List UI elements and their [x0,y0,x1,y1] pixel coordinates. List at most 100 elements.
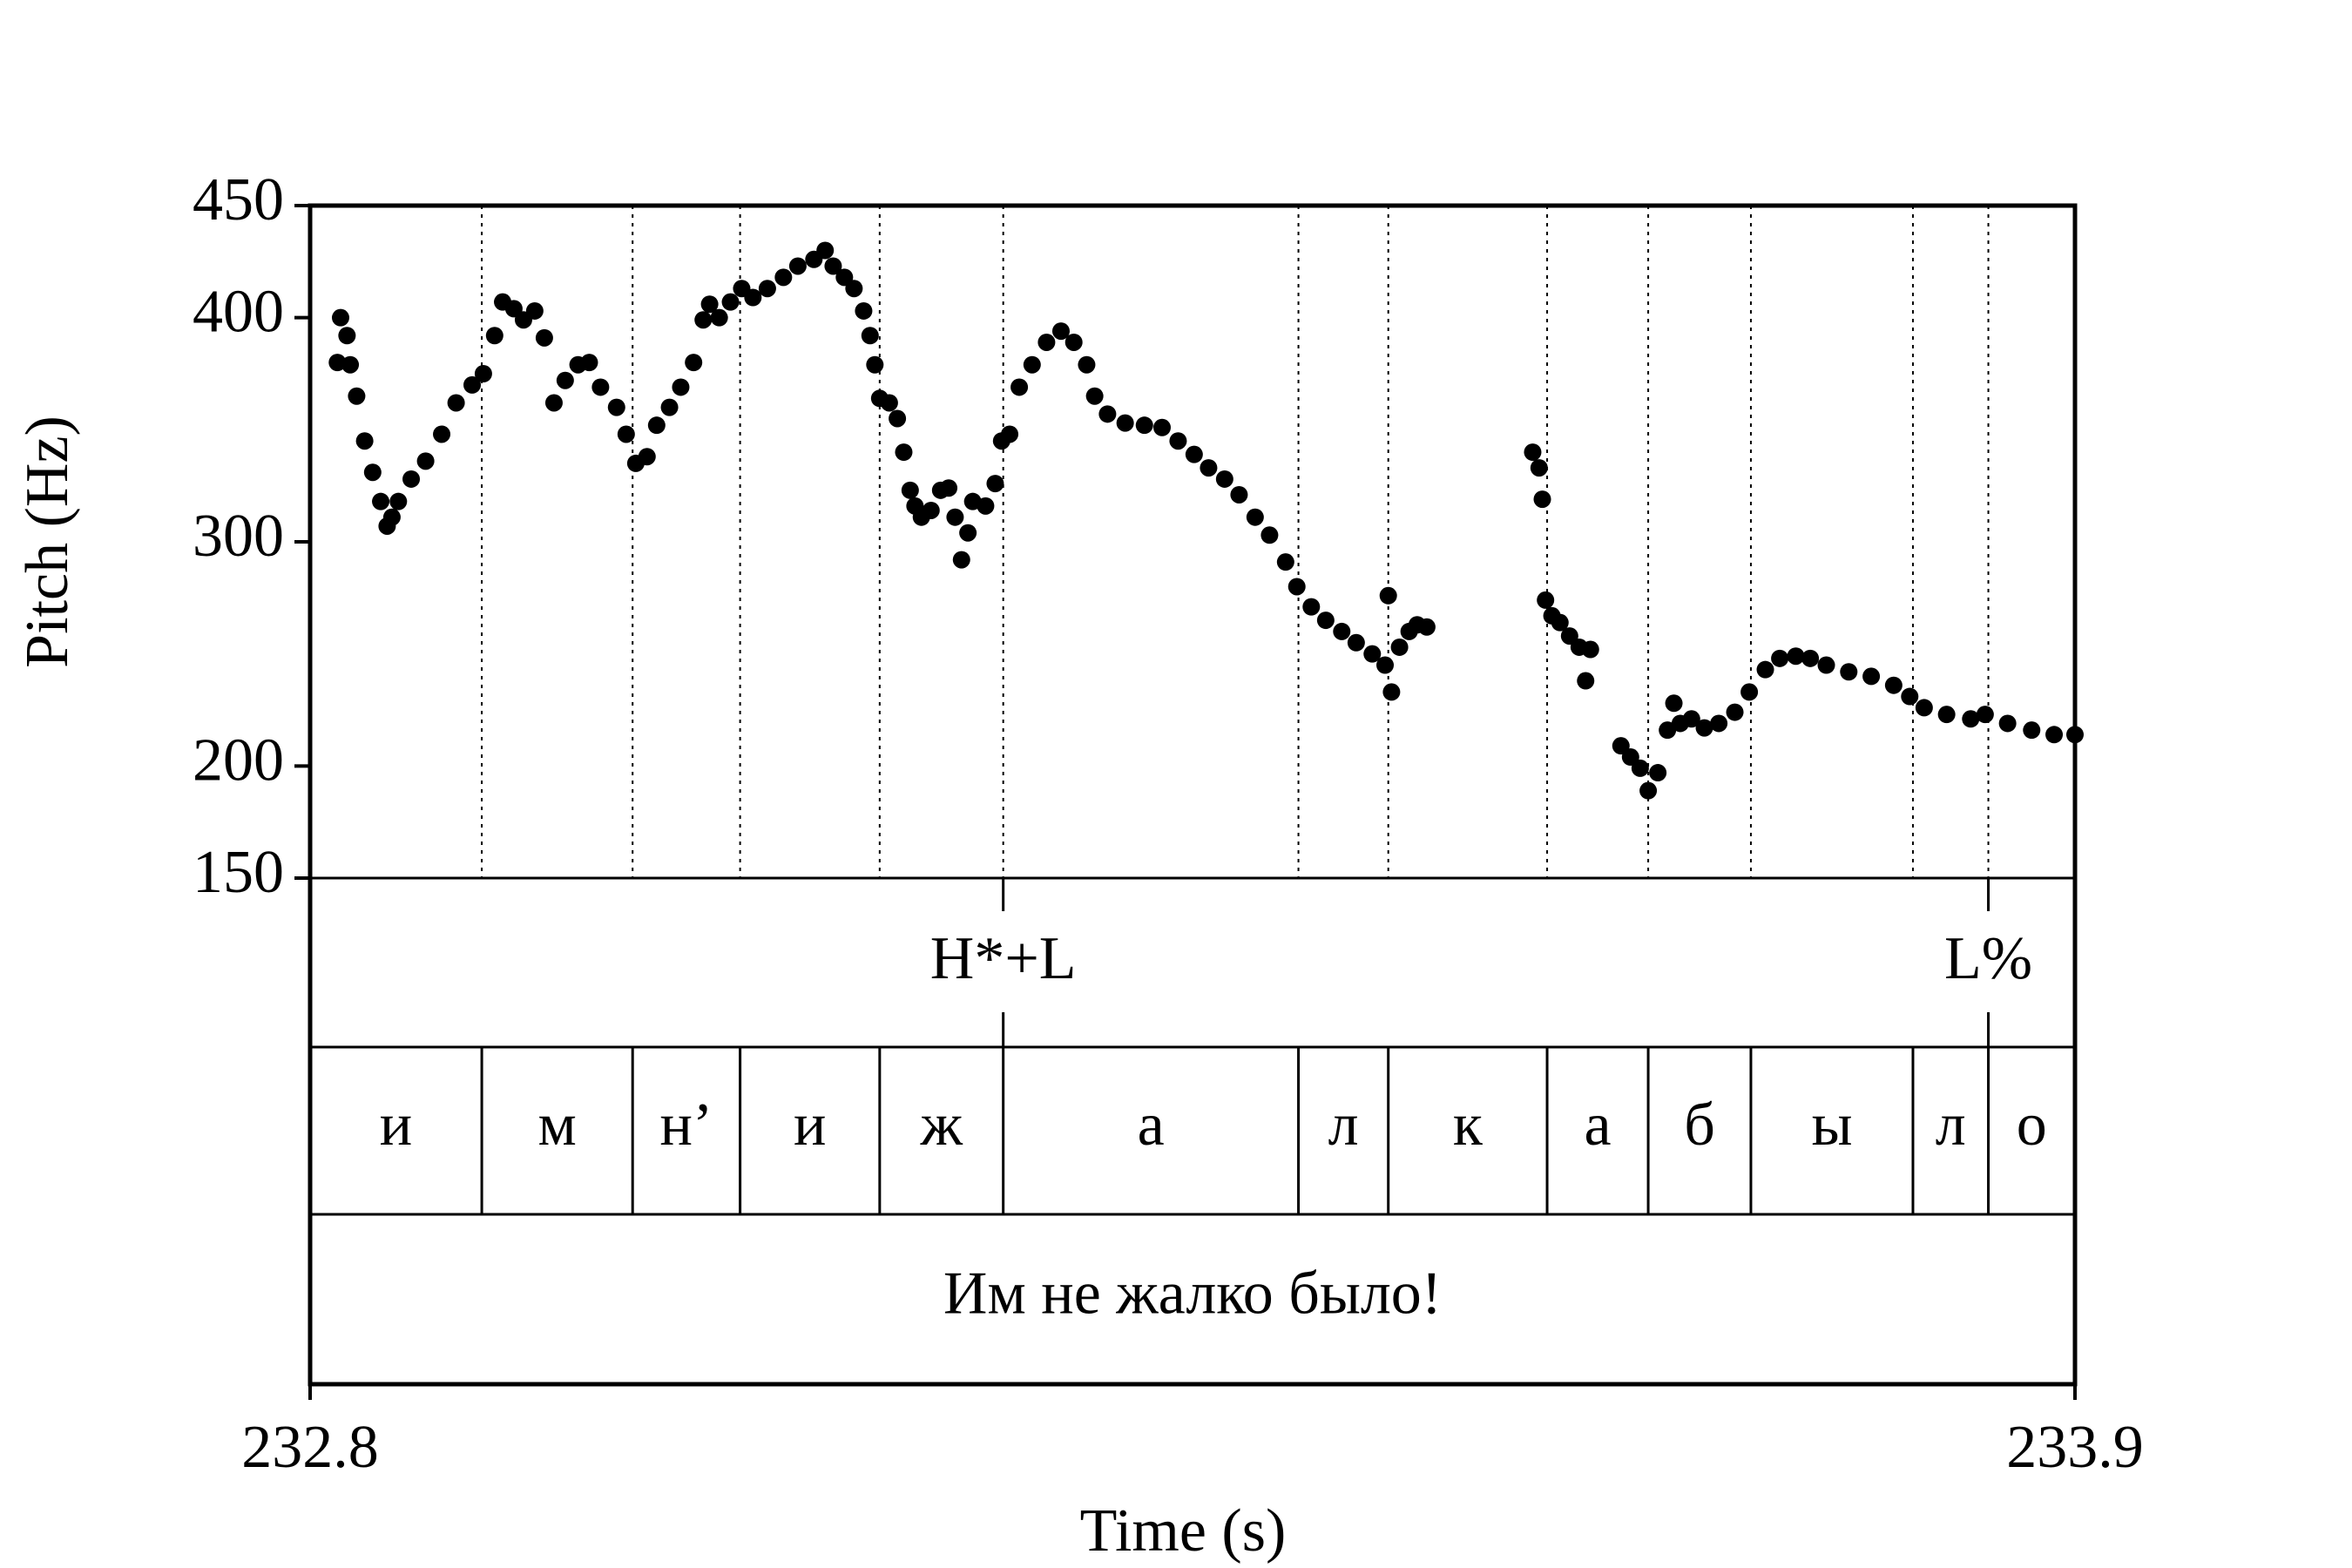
pitch-point [1333,622,1351,640]
pitch-point [416,452,435,470]
pitch-point [1417,618,1436,636]
segment-label: ы [1811,1092,1852,1159]
pitch-point [922,501,940,519]
segment-label: м [537,1092,576,1159]
pitch-point [1037,333,1056,351]
y-tick-label: 450 [193,166,284,233]
pitch-point [1382,683,1401,701]
pitch-point [2045,726,2064,744]
segment-label: о [2017,1092,2047,1159]
pitch-point [1363,645,1382,663]
pitch-point [855,301,873,320]
pitch-point [1260,526,1279,544]
pitch-point [940,479,958,497]
pitch-point [1316,612,1335,630]
pitch-point [1302,598,1321,616]
pitch-point [744,288,762,307]
pitch-point [544,394,563,412]
pitch-point [1064,333,1083,351]
pitch-point [1710,714,1728,733]
pitch-point [895,443,913,462]
pitch-point [758,280,776,298]
pitch-point [556,371,574,389]
pitch-point [474,365,492,382]
y-tick-label: 150 [193,839,284,906]
pitch-point [788,257,807,275]
y-tick-label: 300 [193,503,284,570]
pitch-point [433,425,451,443]
pitch-point [1726,703,1744,721]
pitch-point [402,470,421,488]
pitch-point [355,432,374,450]
pitch-point [1185,445,1203,463]
pitch-point [774,268,793,287]
segment-label: ж [920,1092,963,1159]
pitch-point [861,327,879,345]
segment-label: к [1453,1092,1484,1159]
pitch-point [721,293,740,311]
y-tick-label: 400 [193,279,284,346]
pitch-point [1649,764,1667,782]
pitch-point [617,425,635,443]
pitch-point [328,354,347,372]
pitch-point [986,475,1004,493]
pitch-point [660,398,679,416]
pitch-point [607,398,625,416]
pitch-point [1862,667,1881,686]
pitch-point [1288,578,1306,596]
pitch-point [1524,443,1542,462]
pitch-point [1116,414,1134,432]
segment-label: б [1684,1092,1715,1159]
pitch-point [1682,710,1700,728]
pitch-point [1998,714,2017,733]
pitch-point [866,355,884,374]
pitch-point [2066,726,2084,744]
pitch-point [672,378,690,396]
pitch-point [447,394,465,412]
pitch-point [1581,640,1599,659]
pitch-point [2023,721,2041,740]
pitch-point [638,448,656,466]
pitch-point [1771,649,1789,667]
pitch-point [1631,759,1649,777]
segment-label: л [1936,1092,1966,1159]
y-axis-label: Pitch (Hz) [14,416,81,668]
pitch-point [1010,378,1029,396]
pitch-point [1153,418,1172,436]
pitch-point [348,387,366,405]
pitch-point [463,375,482,394]
pitch-point [1230,485,1248,504]
pitch-point [845,280,863,298]
pitch-point [331,308,349,327]
segment-label: н’ [660,1092,713,1159]
segment-label: л [1328,1092,1359,1159]
x-tick-label: 233.9 [2006,1414,2144,1481]
pitch-point [580,354,598,372]
pitch-point [1001,425,1019,443]
pitch-point [525,301,544,320]
pitch-point [816,241,835,260]
segment-label: и [794,1092,826,1159]
pitch-point [382,508,401,526]
pitch-point [700,295,719,314]
pitch-point [647,416,666,435]
pitch-point [946,508,964,526]
pitch-point [1169,432,1187,450]
segment-label: а [1585,1092,1612,1159]
pitch-point [1577,672,1595,690]
pitch-point [889,409,907,428]
pitch-point [1200,459,1218,477]
pitch-point [1551,613,1569,632]
pitch-point [901,481,919,499]
pitch-point [1537,591,1555,609]
pitch-point [1639,781,1658,800]
tone-label: L% [1944,925,2032,992]
pitch-point [1787,647,1805,666]
pitch-point [952,551,970,569]
pitch-point [1051,322,1070,341]
pitch-point [1379,586,1397,605]
pitch-point [1376,656,1395,674]
pitch-point [1659,721,1677,740]
